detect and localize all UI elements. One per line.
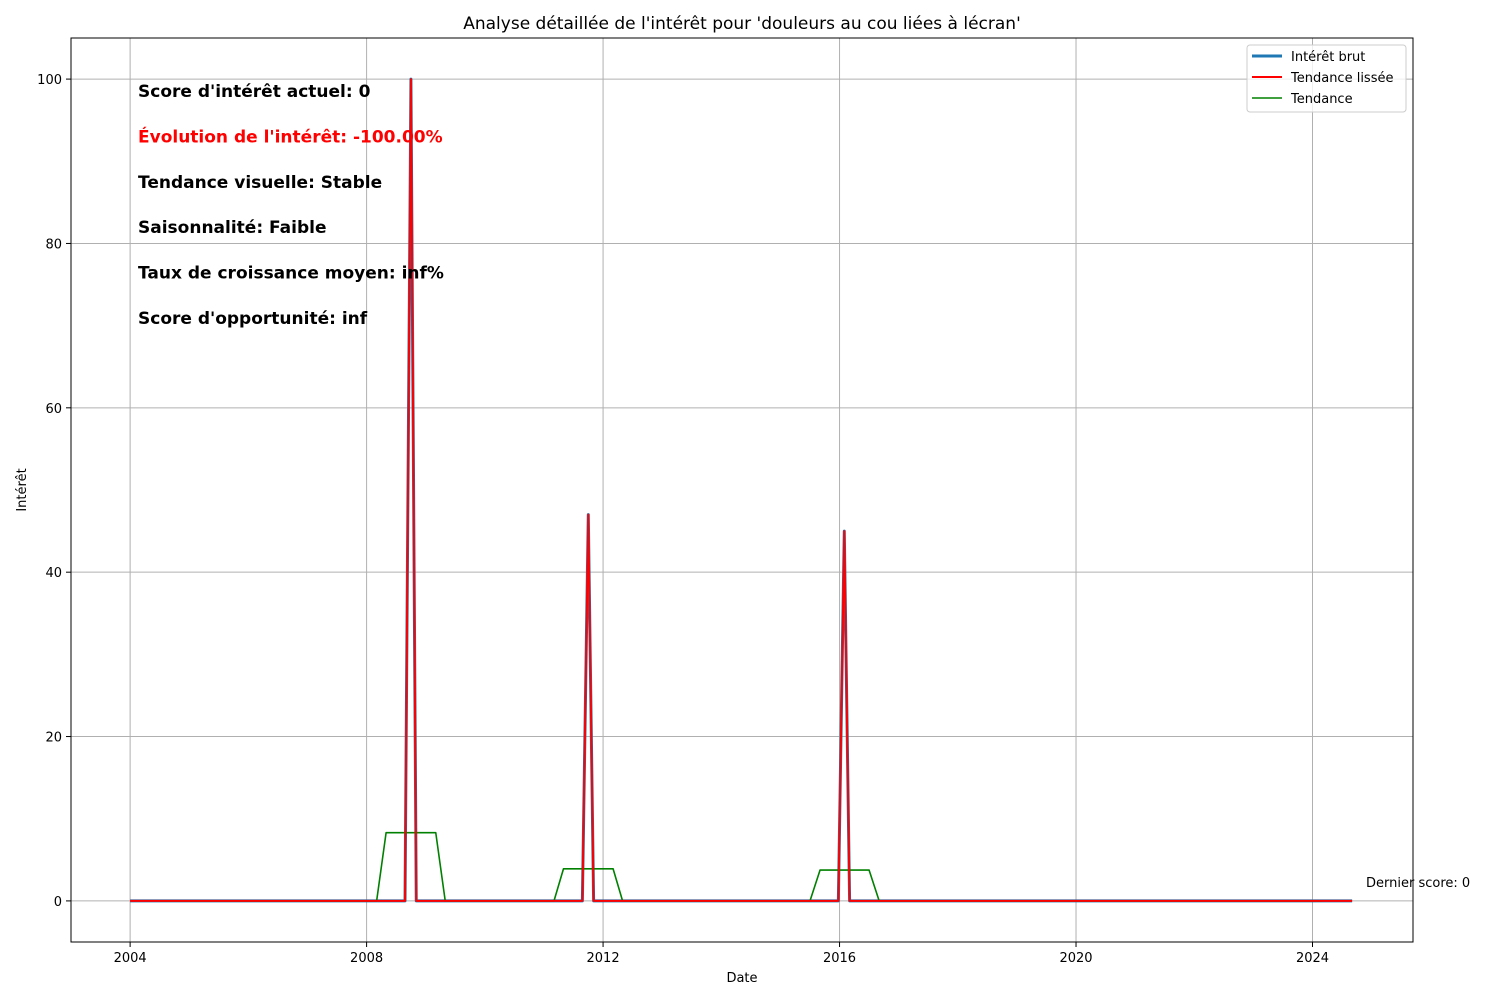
- y-tick-label: 0: [54, 895, 62, 910]
- last-value-note: Dernier score: 0: [1366, 876, 1470, 891]
- series-line-1: [130, 78, 1353, 902]
- axis-ticks: 2004 2008 2012 2016 2020 2024 0 20 40 60 80 100: [37, 73, 1329, 966]
- series-line-2: [159, 831, 1323, 902]
- y-tick-label: 80: [45, 237, 62, 252]
- x-axis-label: Date: [726, 971, 757, 986]
- y-tick-label: 20: [45, 731, 62, 746]
- x-tick-label: 2004: [114, 951, 147, 966]
- annotation-text: Taux de croissance moyen: inf%: [138, 264, 444, 284]
- annotation-text: Tendance visuelle: Stable: [138, 173, 382, 193]
- y-tick-label: 40: [45, 566, 62, 581]
- legend-label: Intérêt brut: [1291, 50, 1365, 65]
- annotation-block: Score d'intérêt actuel: 0 Évolution de l'…: [138, 82, 444, 329]
- x-tick-label: 2020: [1059, 951, 1092, 966]
- legend-label: Tendance lissée: [1290, 71, 1393, 86]
- legend-box: [1246, 44, 1407, 113]
- annotation-text: Saisonnalité: Faible: [138, 218, 327, 238]
- chart-title: Analyse détaillée de l'intérêt pour 'dou…: [463, 14, 1021, 34]
- annotation-text: Score d'intérêt actuel: 0: [138, 82, 371, 102]
- series-group: [130, 77, 1353, 903]
- x-tick-label: 2016: [823, 951, 856, 966]
- x-tick-label: 2012: [587, 951, 620, 966]
- legend-label: Tendance: [1290, 92, 1353, 107]
- legend-entries: Intérêt brut Tendance lissée Tendance: [1252, 50, 1393, 107]
- x-tick-label: 2008: [350, 951, 383, 966]
- y-tick-label: 60: [45, 402, 62, 417]
- plot-frame: [70, 37, 1414, 943]
- plot-area: [71, 38, 1413, 942]
- annotation-text: Score d'opportunité: inf: [138, 309, 368, 329]
- annotation-text: Évolution de l'intérêt: -100.00%: [138, 125, 443, 147]
- x-tick-label: 2024: [1296, 951, 1329, 966]
- y-axis-label: Intérêt: [15, 468, 30, 511]
- legend: Intérêt brut Tendance lissée Tendance: [1246, 44, 1407, 113]
- y-tick-label: 100: [37, 73, 62, 88]
